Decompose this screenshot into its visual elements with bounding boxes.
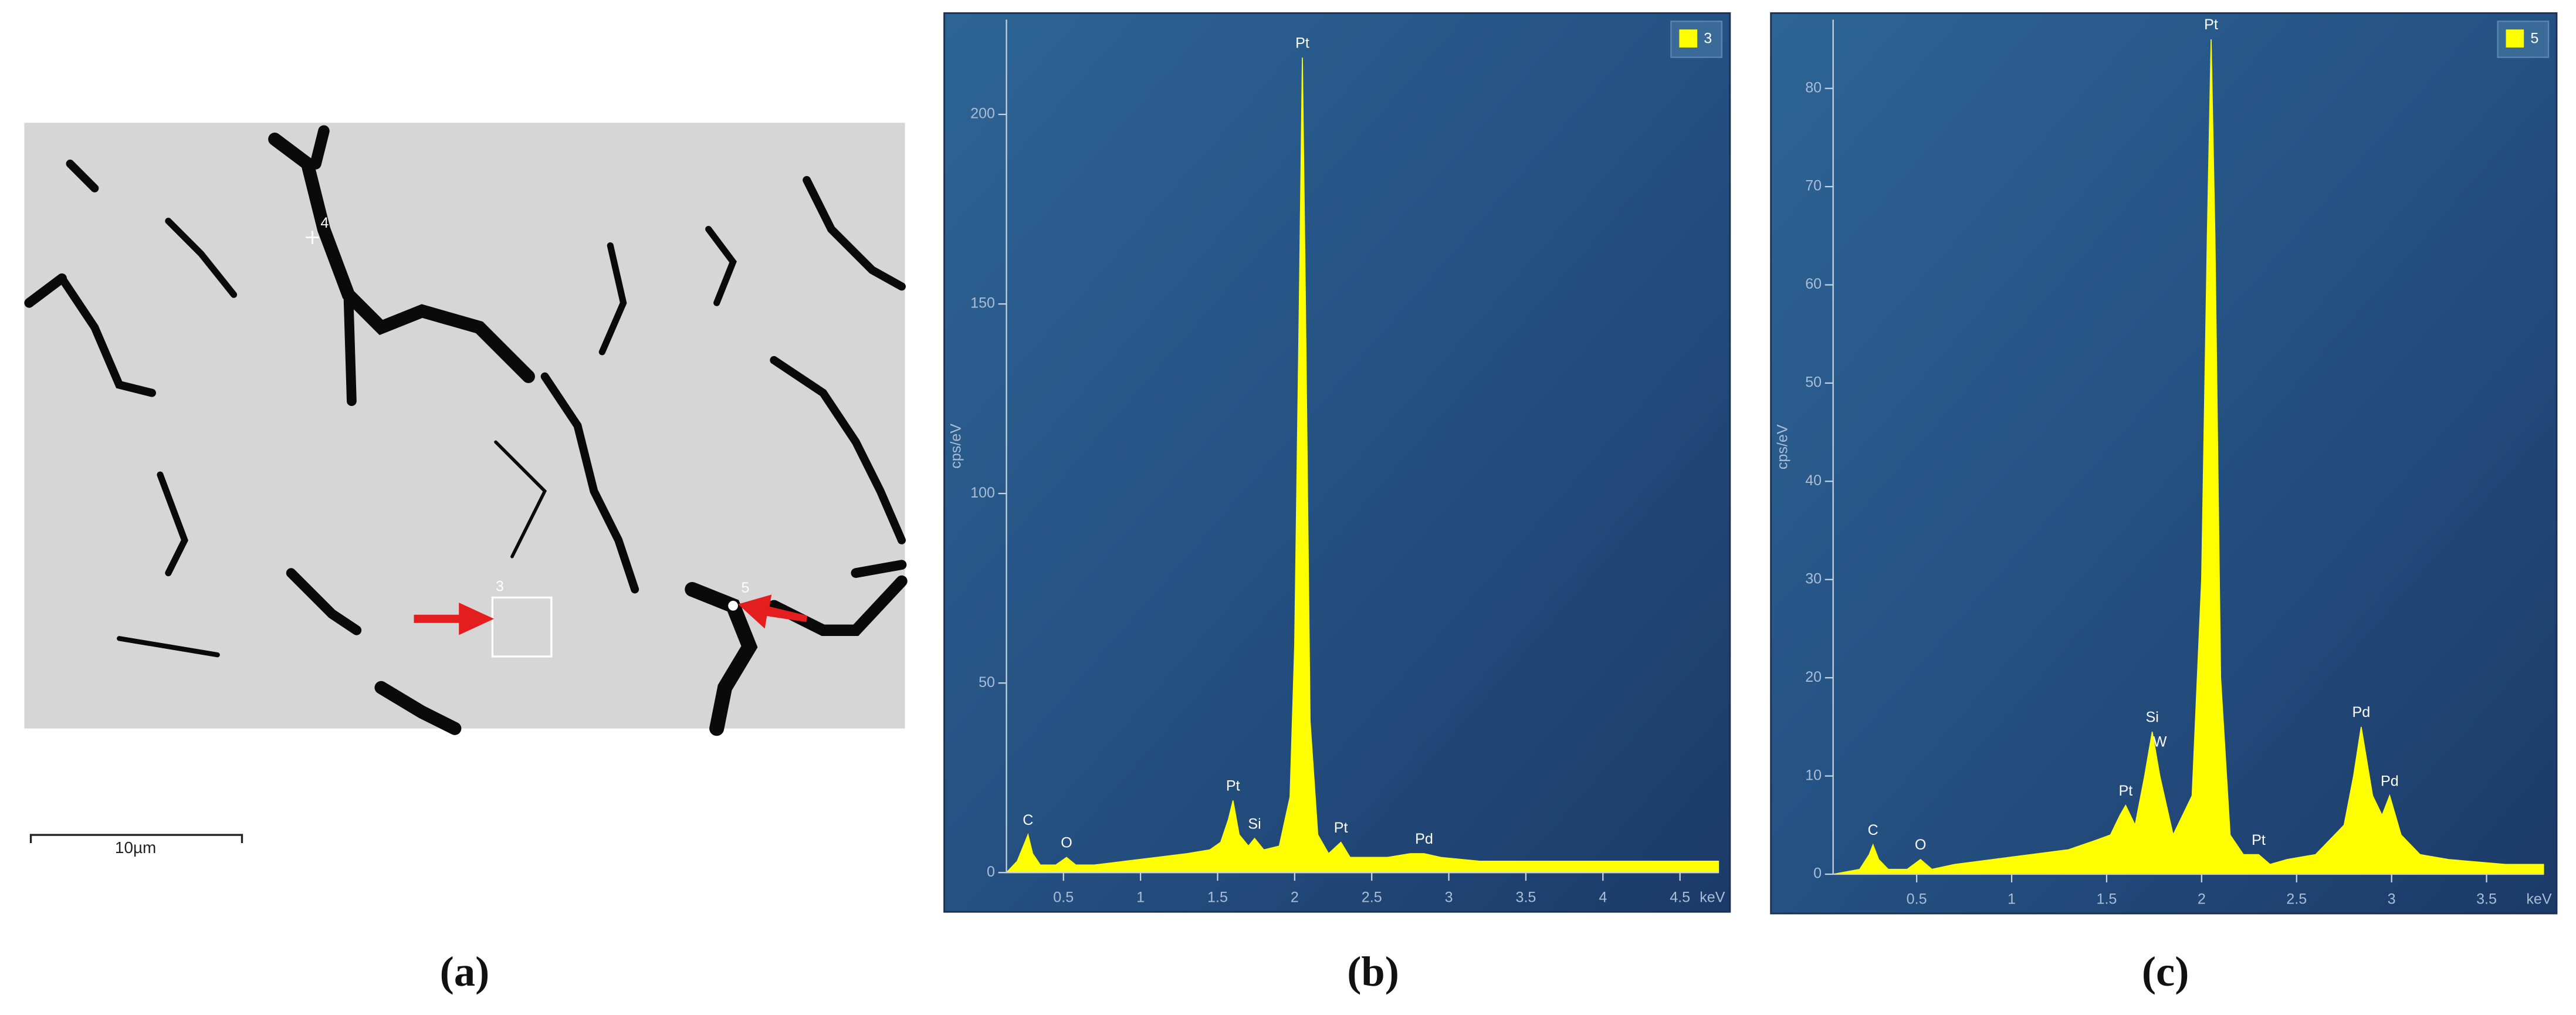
peak-label: Pt: [1334, 820, 1348, 836]
y-tick-label: 30: [1805, 570, 1822, 587]
legend-label: 5: [2530, 31, 2538, 47]
plot-background: [943, 12, 1731, 913]
x-tick-label: 2.5: [2286, 891, 2307, 907]
point-marker: [306, 231, 319, 244]
y-tick-label: 200: [970, 106, 995, 122]
peak-label: O: [1915, 837, 1927, 853]
peak-label: W: [2153, 733, 2167, 750]
y-tick-label: 50: [979, 674, 995, 691]
legend-swatch: [2506, 29, 2524, 48]
y-tick-label: 50: [1805, 374, 1822, 391]
peak-label: C: [1023, 812, 1033, 828]
y-tick-label: 80: [1805, 79, 1822, 96]
y-tick-label: 70: [1805, 178, 1822, 194]
scale-bar: [29, 834, 243, 844]
y-axis-label: cps/eV: [947, 424, 964, 469]
x-tick-label: 2.5: [1362, 889, 1382, 905]
y-tick-label: 0: [987, 864, 995, 880]
y-tick-label: 10: [1805, 767, 1822, 783]
peak-label: Pd: [2352, 704, 2370, 720]
peak-label: C: [1868, 822, 1878, 838]
x-tick-label: 3.5: [2476, 891, 2497, 907]
y-axis-label: cps/eV: [1775, 424, 1791, 469]
peak-label: Pd: [2381, 773, 2399, 789]
x-tick-label: 1: [1136, 889, 1145, 905]
x-tick-label: 3.5: [1515, 889, 1536, 905]
peak-label: Pt: [2252, 832, 2266, 848]
x-tick-label: 0.5: [1053, 889, 1074, 905]
peak-label: Si: [1248, 816, 1261, 832]
y-tick-label: 60: [1805, 276, 1822, 292]
y-tick-label: 100: [970, 485, 995, 501]
spectrum-area: [1833, 39, 2544, 875]
peak-label: Pt: [1226, 778, 1240, 794]
peak-label: Pt: [2118, 783, 2132, 799]
plot-background: [1770, 12, 2558, 915]
x-tick-label: 2: [2198, 891, 2206, 907]
peak-label: Pt: [2204, 16, 2218, 33]
sem-image: 4 3 5: [24, 123, 908, 736]
peak-label: Pt: [1295, 35, 1309, 51]
spectrum-area: [1005, 57, 1719, 874]
cracks: [24, 125, 908, 736]
point-label: 3: [496, 578, 504, 594]
point-label: 5: [742, 580, 750, 596]
x-tick-label: 1: [2008, 891, 2016, 907]
area-box: [491, 596, 553, 658]
y-tick-label: 40: [1805, 472, 1822, 489]
x-axis-label: keV: [2526, 891, 2552, 907]
peak-label: Si: [2145, 709, 2158, 726]
x-tick-label: 2: [1291, 889, 1299, 905]
panel-caption: (a): [440, 948, 490, 995]
y-tick-label: 20: [1805, 669, 1822, 685]
x-axis-label: keV: [1700, 889, 1725, 905]
red-arrow: [737, 594, 808, 629]
x-tick-label: 4: [1599, 889, 1607, 905]
legend-swatch: [1679, 29, 1698, 48]
red-arrow: [414, 603, 495, 635]
x-tick-label: 3: [2388, 891, 2396, 907]
panel-caption: (b): [1347, 948, 1399, 995]
point-label: 4: [320, 215, 329, 231]
scale-bar-label: 10µm: [115, 838, 156, 857]
y-tick-label: 150: [970, 295, 995, 312]
panel-caption: (c): [2142, 948, 2189, 995]
legend-label: 3: [1704, 31, 1712, 47]
sem-background: [24, 123, 905, 729]
point-marker: [728, 601, 738, 611]
x-tick-label: 1.5: [2096, 891, 2117, 907]
y-tick-label: 0: [1813, 865, 1822, 882]
peak-label: O: [1061, 835, 1072, 851]
x-tick-label: 0.5: [1907, 891, 1927, 907]
peak-label: Pd: [1415, 831, 1433, 847]
x-tick-label: 4.5: [1670, 889, 1690, 905]
x-tick-label: 1.5: [1207, 889, 1228, 905]
x-tick-label: 3: [1445, 889, 1453, 905]
